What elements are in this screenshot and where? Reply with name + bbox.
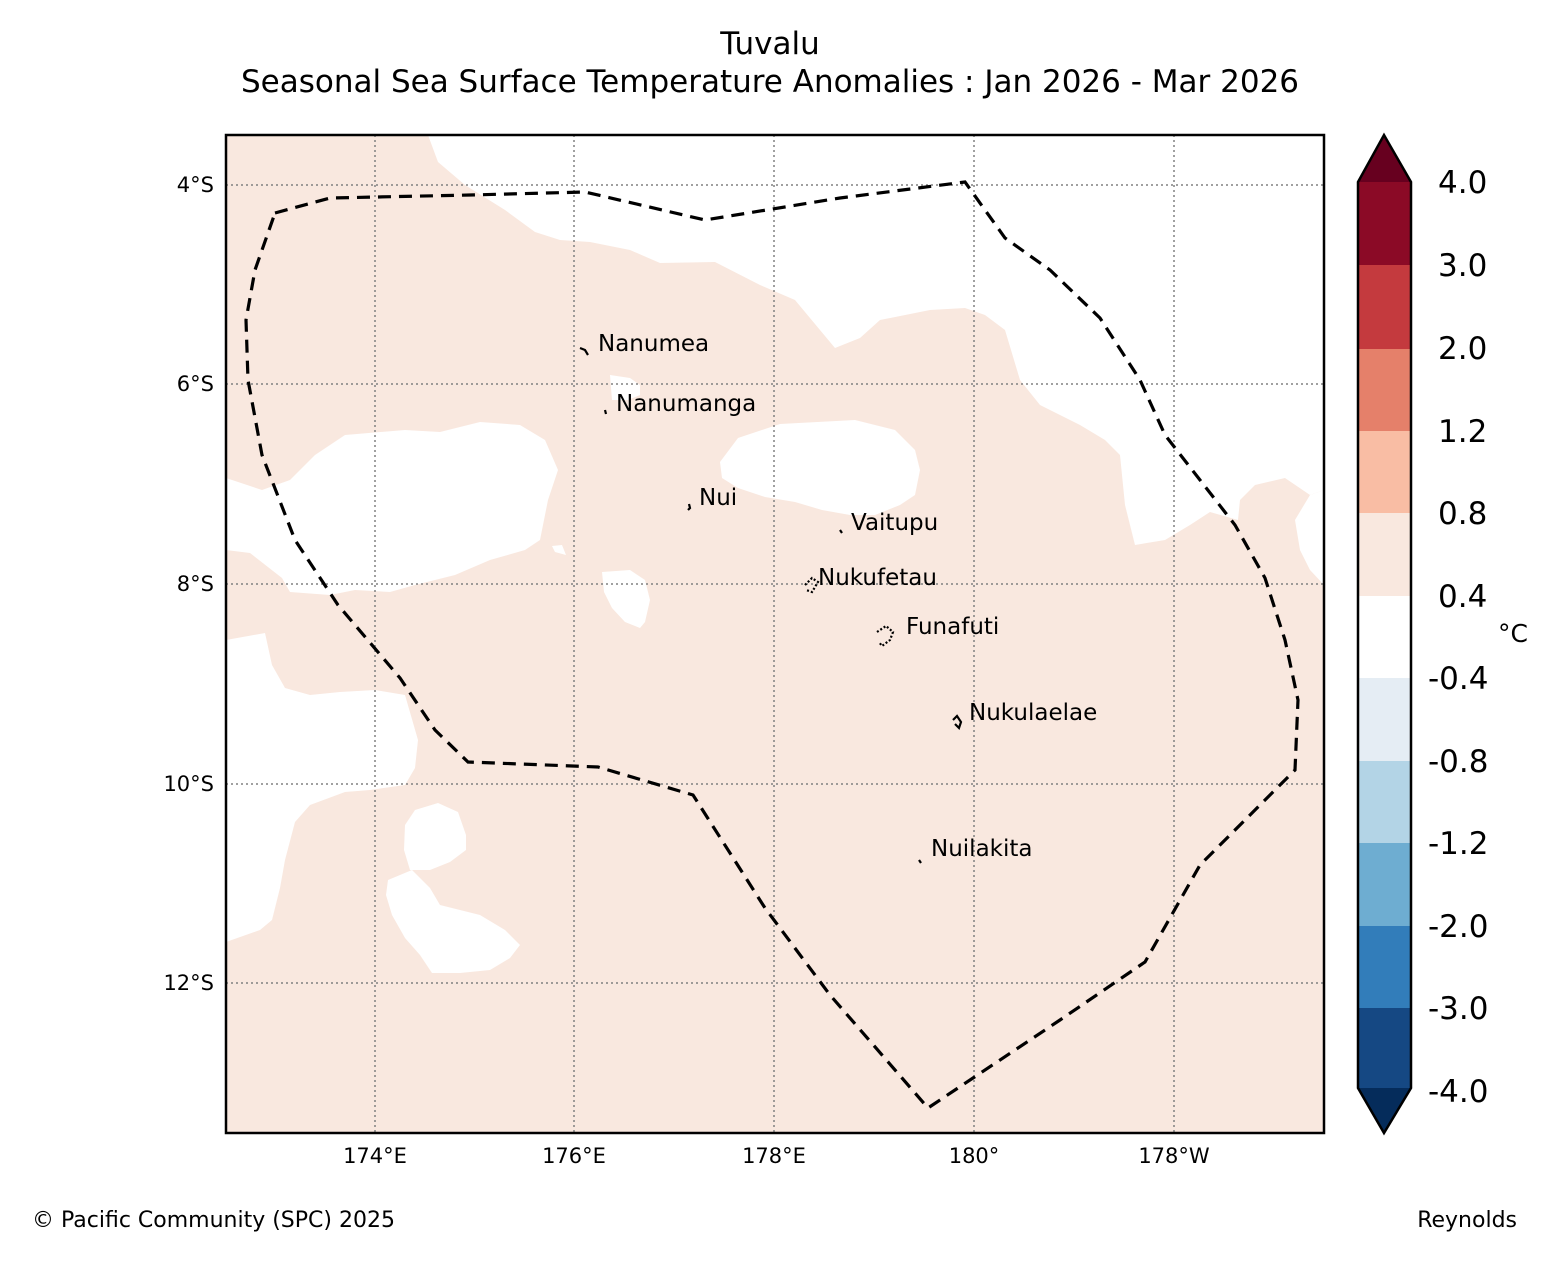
island-label-nanumea: Nanumea [598,331,709,357]
island-shape-vaitupu [839,529,843,534]
island-shape-nanumea [579,346,589,356]
colorbar-label-m3.0: -3.0 [1428,991,1489,1027]
copyright-notice: © Pacific Community (SPC) 2025 [32,1208,395,1233]
colorbar-outline [1356,132,1413,1136]
lat-label-10s: 10°S [163,772,214,796]
island-label-nui: Nui [699,485,737,511]
colorbar-band-m3-m2 [1358,926,1411,1008]
island-shape-nanumanga [603,409,608,415]
data-source: Reynolds [1417,1208,1517,1233]
colorbar-label-4.0: 4.0 [1438,165,1487,201]
island-shape-nukufetau [804,576,820,594]
colorbar-band-2-3 [1358,265,1411,349]
lat-label-6s: 6°S [177,372,214,396]
colorbar-label-3.0: 3.0 [1438,248,1487,284]
colorbar-label-0.8: 0.8 [1438,496,1487,532]
colorbar-label-m1.2: -1.2 [1428,826,1489,862]
neutral-region-west-2 [226,633,418,942]
lat-label-8s: 8°S [177,572,214,596]
island-label-nanumanga: Nanumanga [616,391,756,417]
eez-boundary [244,180,1300,1111]
neutral-region-central [720,420,920,515]
neutral-region-west-1 [226,422,558,595]
map-frame [224,133,1326,1135]
island-label-vaitupu: Vaitupu [851,510,938,536]
colorbar-label-2.0: 2.0 [1438,331,1487,367]
colorbar-band-0.4-0.8 [1358,513,1411,596]
neutral-region-east-edge [1295,490,1324,585]
colorbar-band-neutral [1358,596,1411,678]
neutral-region-south-2 [386,870,520,973]
neutral-region-pocket-2 [610,375,640,400]
lon-label-176e: 176°E [542,1144,606,1168]
island-shape-funafuti [876,624,895,648]
lat-label-12s: 12°S [163,971,214,995]
colorbar-label-1.2: 1.2 [1438,414,1487,450]
lon-label-178w: 178°W [1138,1144,1210,1168]
island-label-nukufetau: Nukufetau [818,565,937,591]
lon-label-178e: 178°E [742,1144,806,1168]
colorbar-extend-max [1358,135,1411,182]
colorbar-label-0.4: 0.4 [1438,579,1487,615]
island-label-funafuti: Funafuti [906,614,999,640]
island-shape-nuilakita [918,859,922,864]
lon-label-174e: 174°E [343,1144,407,1168]
island-shapes [579,346,963,864]
lon-label-180: 180° [949,1144,1000,1168]
colorbar-band-m1.2-m0.8 [1358,761,1411,843]
colorbar-label-m2.0: -2.0 [1428,909,1489,945]
colorbar: 4.0 3.0 2.0 1.2 0.8 0.4 -0.4 -0.8 -1.2 -… [1356,132,1528,1136]
colorbar-label-m4.0: -4.0 [1428,1074,1489,1110]
colorbar-label-m0.8: -0.8 [1428,744,1489,780]
colorbar-band-m2-m1.2 [1358,843,1411,926]
colorbar-band-m0.8-m0.4 [1358,678,1411,761]
map-title: Tuvalu [720,26,820,62]
colorbar-band-0.8-1.2 [1358,431,1411,513]
neutral-region-north [428,135,1324,545]
map-subtitle: Seasonal Sea Surface Temperature Anomali… [240,64,1300,100]
island-label-nukulaelae: Nukulaelae [969,700,1097,726]
neutral-anomaly-regions [226,135,1324,973]
colorbar-band-3-4 [1358,182,1411,265]
island-shape-nui [687,503,692,511]
island-shape-nukulaelae [952,714,963,731]
lat-label-4s: 4°S [177,173,214,197]
neutral-region-pocket-3 [552,545,566,555]
colorbar-label-m0.4: -0.4 [1428,661,1489,697]
neutral-region-south-1 [404,803,466,870]
colorbar-extend-min [1358,1088,1411,1133]
map-plot-area: Nanumea Nanumanga Nui Vaitupu Nukufetau … [226,135,1324,1133]
colorbar-band-1.2-2 [1358,349,1411,431]
island-label-nuilakita: Nuilakita [931,836,1032,862]
colorbar-unit: °C [1498,619,1528,648]
colorbar-band-m4-m3 [1358,1008,1411,1088]
